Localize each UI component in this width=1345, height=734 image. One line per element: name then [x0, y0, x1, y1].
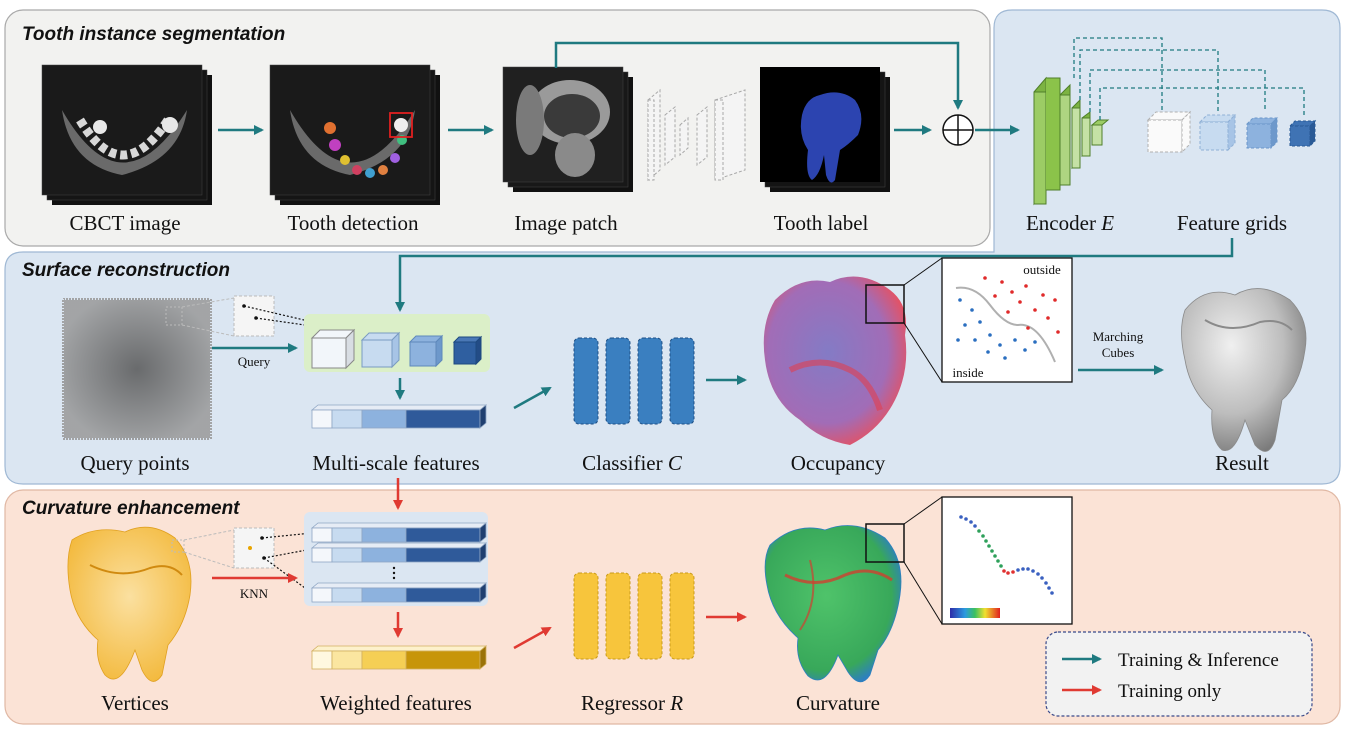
legend-training-inference: Training & Inference: [1118, 650, 1279, 671]
knn-label: KNN: [240, 586, 269, 601]
inside-label: inside: [952, 365, 983, 380]
multiscale-feature-vector: [310, 404, 488, 429]
feature-grids: [1146, 110, 1317, 154]
curvature-label: Curvature: [796, 691, 880, 715]
legend-training-only: Training only: [1118, 681, 1222, 702]
result-tooth: [1181, 288, 1307, 452]
tooth-detection-stack: [269, 64, 440, 205]
marching-label-1: Marching: [1093, 329, 1144, 344]
occupancy-cloud: [763, 276, 907, 445]
curvature-zoom-panel: [941, 496, 1073, 625]
regressor-label: Regressor R: [581, 691, 683, 715]
cbct-image-stack: [41, 64, 212, 205]
query-points-cloud: [60, 296, 214, 442]
arrow-grids-to-query: [395, 238, 1234, 312]
regressor-network: [573, 572, 695, 660]
arrow-to-regressor: [513, 626, 552, 650]
classifier-network: [573, 337, 695, 425]
tooth-label-stack: [760, 67, 890, 192]
arrow-patch-skip: [554, 41, 963, 110]
zoom-line-occ-bottom: [903, 322, 943, 383]
ellipsis-dots: [392, 566, 396, 580]
legend: Training & Inference Training only: [1045, 631, 1313, 717]
weighted-feature-vector: [310, 645, 488, 670]
detection-label: Tooth detection: [288, 211, 419, 235]
multiscale-label: Multi-scale features: [312, 451, 479, 475]
classifier-label: Classifier C: [582, 451, 683, 475]
query-points-label: Query points: [80, 451, 189, 475]
segmentation-panel: [4, 9, 991, 247]
image-patch-stack: [502, 66, 633, 192]
segmentation-title: Tooth instance segmentation: [22, 24, 285, 45]
curvature-mesh: [764, 523, 905, 683]
knn-feature-vectors: [310, 522, 488, 603]
feature-grids-label: Feature grids: [1177, 211, 1287, 235]
encoder-network: [1033, 76, 1110, 206]
vertices-mesh: [67, 526, 192, 682]
reconstruction-title: Surface reconstruction: [22, 260, 230, 281]
encoder-to-grids-links: [1073, 37, 1305, 120]
encoder-label: Encoder E: [1026, 211, 1114, 235]
zoom-line-curv-top: [903, 496, 943, 525]
zoom-line-occ-top: [903, 257, 943, 286]
marching-label-2: Cubes: [1102, 345, 1135, 360]
curvature-title: Curvature enhancement: [22, 498, 240, 519]
patch-label: Image patch: [514, 211, 618, 235]
occupancy-label: Occupancy: [791, 451, 886, 475]
vertices-label: Vertices: [101, 691, 169, 715]
occupancy-zoom-panel: outside inside: [941, 257, 1073, 383]
zoom-line-curv-bottom: [903, 561, 943, 625]
knn-zoom: [183, 527, 313, 589]
cbct-label: CBCT image: [69, 211, 180, 235]
query-label: Query: [238, 354, 271, 369]
arrow-to-classifier: [513, 386, 552, 410]
result-label: Result: [1215, 451, 1269, 475]
segmentation-network: [647, 88, 746, 182]
tooth-label-label: Tooth label: [774, 211, 869, 235]
outside-label: outside: [1023, 262, 1061, 277]
weighted-label: Weighted features: [320, 691, 472, 715]
sampled-grids: [310, 328, 483, 370]
